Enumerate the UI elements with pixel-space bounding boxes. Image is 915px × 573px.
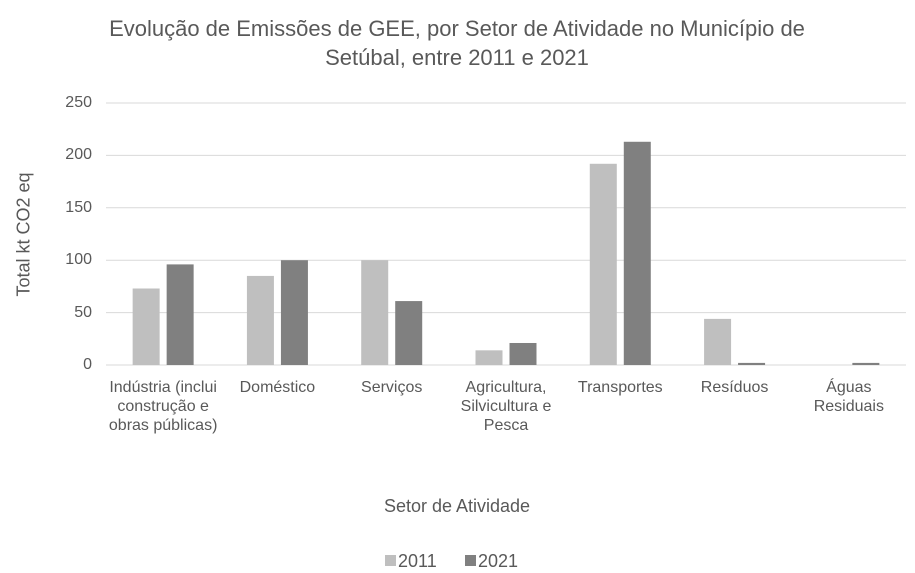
y-tick-label: 0 bbox=[83, 356, 92, 373]
bar bbox=[589, 163, 617, 365]
x-tick-label: Transportes bbox=[577, 379, 663, 396]
x-tick-label: Águas Residuais bbox=[813, 379, 884, 415]
bar bbox=[166, 264, 194, 365]
legend-swatch bbox=[385, 555, 396, 566]
x-tick-label: Serviços bbox=[361, 379, 423, 396]
x-tick-label: Agricultura, Silvicultura e Pesca bbox=[460, 379, 552, 434]
bar bbox=[361, 260, 389, 365]
legend-label: 2021 bbox=[478, 551, 519, 571]
x-axis-title: Setor de Atividade bbox=[383, 496, 531, 516]
bar bbox=[623, 141, 651, 365]
y-tick-label: 150 bbox=[65, 198, 92, 216]
legend-label: 2011 bbox=[398, 551, 437, 571]
legend-swatch bbox=[465, 555, 476, 566]
y-axis-title: Total kt CO2 eq bbox=[13, 172, 34, 297]
bar bbox=[395, 301, 423, 365]
x-tick-label: Resíduos bbox=[700, 379, 769, 396]
x-tick-label: Indústria (inclui construção e obras púb… bbox=[108, 379, 218, 434]
y-tick-label: 100 bbox=[65, 251, 92, 269]
bar bbox=[246, 275, 274, 365]
bar bbox=[509, 342, 537, 365]
y-tick-label: 200 bbox=[65, 146, 92, 164]
bar bbox=[738, 362, 766, 365]
bar bbox=[704, 318, 732, 365]
bar bbox=[475, 350, 503, 365]
x-tick-label: Doméstico bbox=[239, 379, 316, 396]
y-tick-label: 50 bbox=[74, 303, 92, 321]
chart-title: Evolução de Emissões de GEE, por Setor d… bbox=[109, 16, 805, 70]
bar bbox=[852, 362, 880, 365]
bar bbox=[132, 288, 160, 365]
y-tick-label: 250 bbox=[65, 94, 92, 111]
bar bbox=[280, 260, 308, 365]
